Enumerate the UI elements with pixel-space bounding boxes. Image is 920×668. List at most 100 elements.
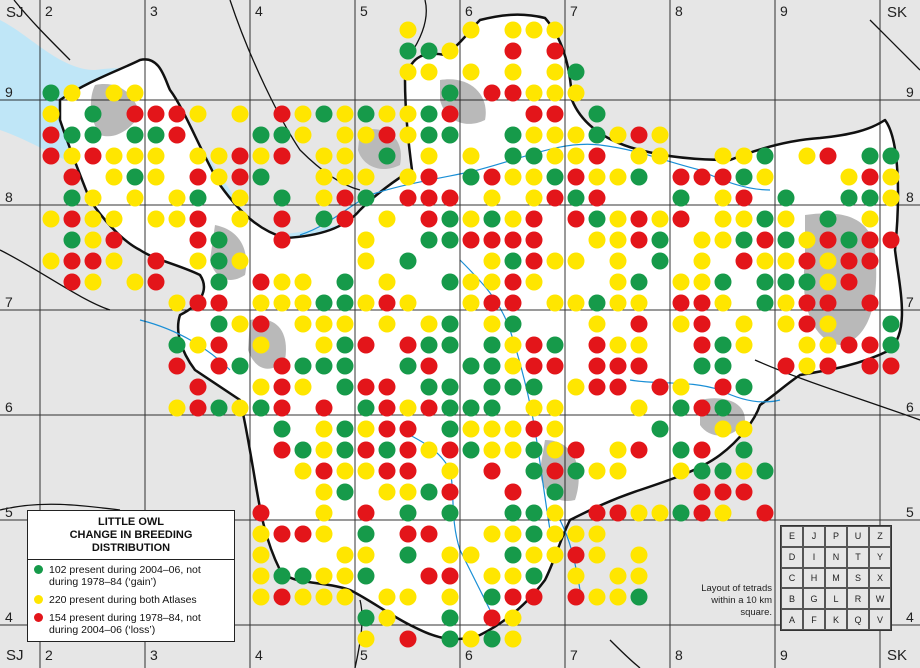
tetrad-dot-loss	[735, 252, 753, 270]
tetrad-dot-both	[147, 147, 165, 165]
tetrad-dot-loss	[504, 588, 522, 606]
tetrad-dot-loss	[693, 315, 711, 333]
tetrad-dot-gain	[693, 357, 711, 375]
tetrad-dot-loss	[273, 441, 291, 459]
tetrad-dot-gain	[525, 147, 543, 165]
tetrad-dot-both	[840, 168, 858, 186]
tetrad-dot-gain	[273, 420, 291, 438]
tetrad-dot-loss	[147, 105, 165, 123]
tetrad-dot-both	[399, 63, 417, 81]
tetrad-dot-loss	[819, 147, 837, 165]
tetrad-dot-loss	[252, 504, 270, 522]
tetrad-dot-loss	[189, 399, 207, 417]
tetrad-dot-gain	[420, 126, 438, 144]
tetrad-dot-loss	[567, 210, 585, 228]
tetrad-dot-loss	[441, 483, 459, 501]
tetrad-dot-gain	[756, 294, 774, 312]
tetrad-dot-both	[294, 378, 312, 396]
tetrad-key-cell: K	[825, 609, 847, 630]
tetrad-dot-gain	[84, 105, 102, 123]
tetrad-dot-loss	[567, 546, 585, 564]
tetrad-dot-both	[714, 504, 732, 522]
tetrad-dot-both	[399, 294, 417, 312]
tetrad-key-cell: C	[781, 567, 803, 589]
tetrad-dot-both	[588, 315, 606, 333]
tetrad-dot-gain	[714, 273, 732, 291]
tetrad-dot-loss	[588, 336, 606, 354]
tetrad-dot-loss	[378, 462, 396, 480]
tetrad-dot-both	[588, 546, 606, 564]
tetrad-dot-gain	[504, 126, 522, 144]
tetrad-dot-loss	[63, 210, 81, 228]
tetrad-dot-loss	[105, 231, 123, 249]
tetrad-dot-both	[504, 420, 522, 438]
tetrad-dot-loss	[588, 378, 606, 396]
tetrad-dot-both	[483, 315, 501, 333]
northing-label-left: 8	[5, 189, 13, 205]
tetrad-dot-both	[378, 609, 396, 627]
tetrad-dot-both	[441, 588, 459, 606]
tetrad-dot-loss	[483, 294, 501, 312]
tetrad-dot-both	[294, 315, 312, 333]
tetrad-dot-both	[273, 273, 291, 291]
tetrad-dot-both	[609, 441, 627, 459]
tetrad-dot-both	[315, 147, 333, 165]
tetrad-dot-loss	[273, 357, 291, 375]
tetrad-dot-both	[882, 189, 900, 207]
tetrad-key-cell: B	[781, 588, 803, 610]
tetrad-dot-gain	[483, 357, 501, 375]
tetrad-dot-both	[105, 210, 123, 228]
northing-label-left: 6	[5, 399, 13, 415]
tetrad-dot-gain	[441, 630, 459, 648]
tetrad-dot-loss	[504, 231, 522, 249]
tetrad-dot-both	[546, 420, 564, 438]
tetrad-dot-gain	[63, 231, 81, 249]
tetrad-dot-gain	[210, 273, 228, 291]
tetrad-dot-loss	[420, 567, 438, 585]
grid-tick-labels: 2 2 3 3 4 4 5 5 6 6 7 7 8 8 9 9 9 9 8 8 7 7 6 6 5 5 4 4	[5, 3, 914, 663]
tetrad-dot-both	[315, 483, 333, 501]
tetrad-dot-gain	[483, 630, 501, 648]
tetrad-dot-both	[378, 105, 396, 123]
tetrad-dot-both	[63, 84, 81, 102]
tetrad-dot-loss	[273, 105, 291, 123]
tetrad-dot-both	[630, 399, 648, 417]
tetrad-dot-loss	[189, 210, 207, 228]
legend-loss-text: 154 present during 1978–84, not during 2…	[49, 612, 201, 636]
tetrad-dot-loss	[546, 105, 564, 123]
tetrad-dot-gain	[546, 168, 564, 186]
tetrad-dot-gain	[525, 504, 543, 522]
tetrad-dot-both	[672, 273, 690, 291]
tetrad-dot-loss	[483, 84, 501, 102]
tetrad-dot-gain	[273, 567, 291, 585]
tetrad-dot-both	[525, 273, 543, 291]
tetrad-dot-both	[609, 462, 627, 480]
tetrad-dot-loss	[735, 483, 753, 501]
tetrad-dot-loss	[819, 294, 837, 312]
tetrad-dot-both	[525, 399, 543, 417]
tetrad-dot-gain	[861, 147, 879, 165]
tetrad-dot-both	[378, 273, 396, 291]
tetrad-key-cell: W	[869, 588, 891, 610]
tetrad-dot-both	[252, 378, 270, 396]
tetrad-dot-both	[231, 399, 249, 417]
tetrad-dot-loss	[504, 42, 522, 60]
tetrad-dot-both	[693, 231, 711, 249]
tetrad-dot-loss	[378, 126, 396, 144]
tetrad-dot-both	[105, 168, 123, 186]
tetrad-dot-both	[504, 63, 522, 81]
tetrad-dot-loss	[378, 378, 396, 396]
tetrad-dot-gain	[651, 231, 669, 249]
tetrad-key-cell: V	[869, 609, 891, 630]
tetrad-dot-gain	[336, 336, 354, 354]
tetrad-dot-both	[798, 336, 816, 354]
tetrad-dot-both	[462, 147, 480, 165]
tetrad-dot-both	[735, 462, 753, 480]
tetrad-dot-both	[378, 588, 396, 606]
tetrad-dot-both	[315, 315, 333, 333]
tetrad-dot-gain	[315, 105, 333, 123]
tetrad-dot-loss	[861, 357, 879, 375]
easting-label-bottom: 7	[570, 647, 578, 663]
tetrad-dot-loss	[588, 357, 606, 375]
